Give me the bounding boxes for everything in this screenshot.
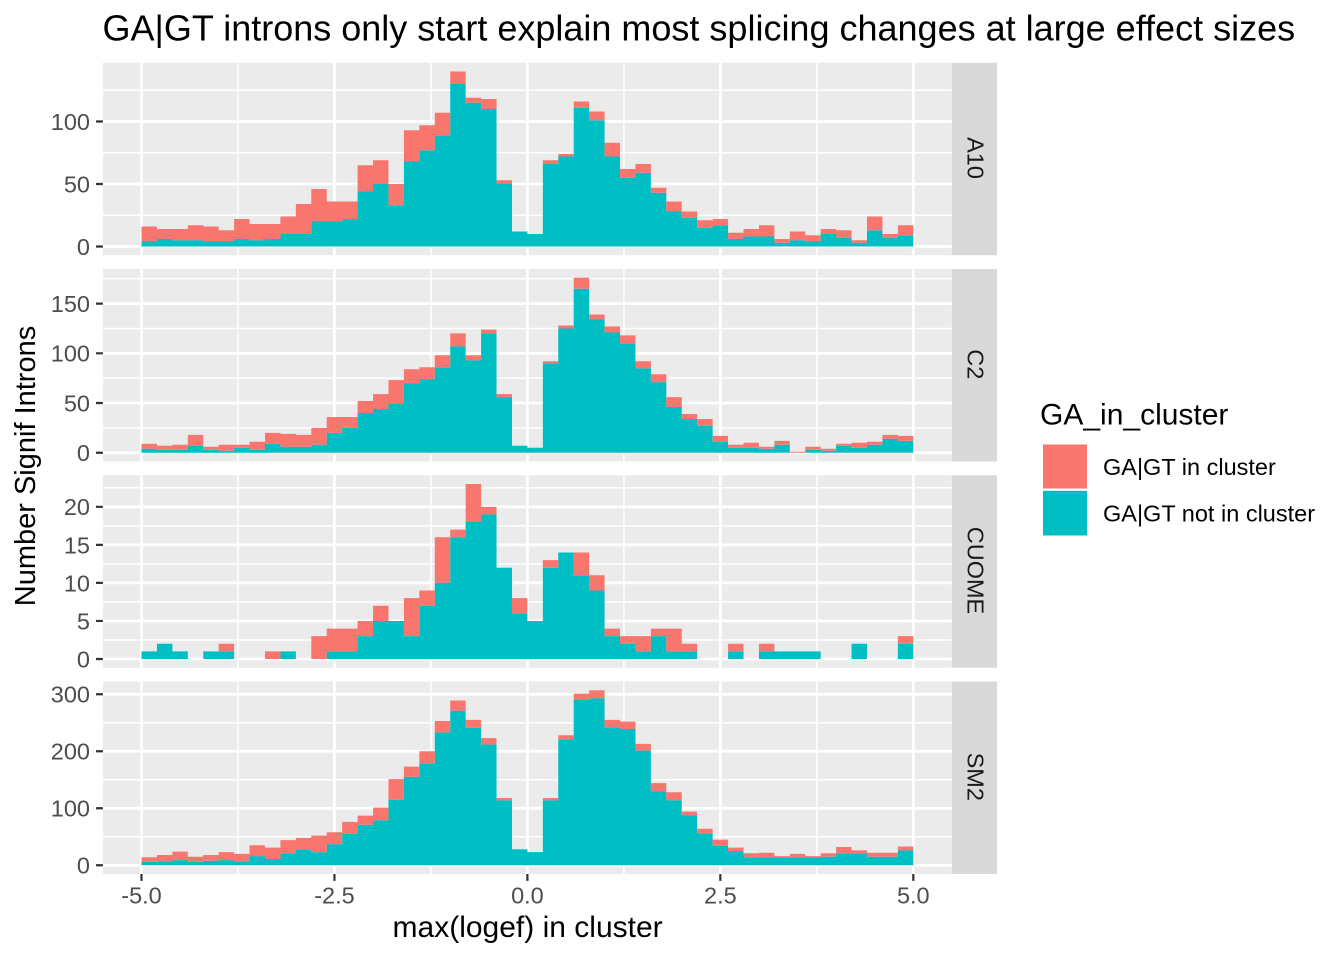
svg-text:200: 200 (51, 739, 90, 765)
svg-text:0: 0 (77, 234, 90, 260)
svg-text:0: 0 (77, 646, 90, 672)
svg-text:5.0: 5.0 (897, 883, 930, 909)
svg-text:10: 10 (64, 570, 90, 596)
svg-text:GA|GT not in cluster: GA|GT not in cluster (1103, 500, 1315, 526)
svg-text:0.0: 0.0 (511, 883, 544, 909)
svg-text:C2: C2 (962, 349, 988, 379)
svg-text:5: 5 (77, 608, 90, 634)
svg-text:300: 300 (51, 682, 90, 708)
svg-text:100: 100 (51, 341, 90, 367)
svg-text:SM2: SM2 (962, 753, 988, 801)
svg-text:0: 0 (77, 853, 90, 879)
svg-text:-5.0: -5.0 (121, 883, 162, 909)
svg-text:A10: A10 (962, 137, 988, 179)
svg-text:100: 100 (51, 109, 90, 135)
svg-text:max(logef) in cluster: max(logef) in cluster (393, 911, 663, 944)
svg-text:50: 50 (64, 390, 90, 416)
svg-text:GA|GT introns only start expla: GA|GT introns only start explain most sp… (103, 7, 1296, 48)
svg-text:50: 50 (64, 171, 90, 197)
svg-text:15: 15 (64, 532, 90, 558)
svg-text:150: 150 (51, 291, 90, 317)
svg-text:-2.5: -2.5 (314, 883, 355, 909)
svg-text:20: 20 (64, 494, 90, 520)
svg-text:Number Signif Introns: Number Signif Introns (10, 326, 42, 606)
svg-text:2.5: 2.5 (704, 883, 737, 909)
svg-text:CUOME: CUOME (962, 527, 988, 614)
svg-text:100: 100 (51, 796, 90, 822)
svg-text:GA|GT in cluster: GA|GT in cluster (1103, 454, 1276, 480)
svg-text:0: 0 (77, 440, 90, 466)
svg-text:GA_in_cluster: GA_in_cluster (1040, 399, 1228, 432)
